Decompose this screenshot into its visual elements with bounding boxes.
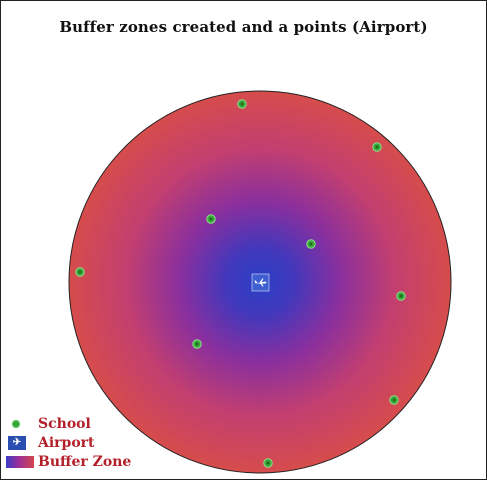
school-point[interactable] xyxy=(75,267,85,277)
map-title: Buffer zones created and a points (Airpo… xyxy=(59,18,428,36)
airport-point[interactable] xyxy=(251,273,270,292)
map-legend: School ✈ Airport Buffer Zone xyxy=(6,414,131,471)
airport-icon: ✈ xyxy=(6,435,32,451)
airplane-icon xyxy=(254,278,267,287)
school-point[interactable] xyxy=(192,339,202,349)
legend-label-school: School xyxy=(38,415,91,432)
buffer-zone-swatch xyxy=(6,454,34,470)
school-points xyxy=(75,99,406,468)
school-point[interactable] xyxy=(389,395,399,405)
legend-label-airport: Airport xyxy=(38,434,95,451)
school-point[interactable] xyxy=(396,291,406,301)
legend-item-school: School xyxy=(6,414,131,433)
school-point[interactable] xyxy=(372,142,382,152)
legend-item-buffer: Buffer Zone xyxy=(6,452,131,471)
school-point-icon xyxy=(6,416,32,432)
school-point[interactable] xyxy=(263,458,273,468)
legend-item-airport: ✈ Airport xyxy=(6,433,131,452)
school-point[interactable] xyxy=(237,99,247,109)
school-point[interactable] xyxy=(306,239,316,249)
legend-label-buffer: Buffer Zone xyxy=(38,453,132,470)
school-point[interactable] xyxy=(206,214,216,224)
